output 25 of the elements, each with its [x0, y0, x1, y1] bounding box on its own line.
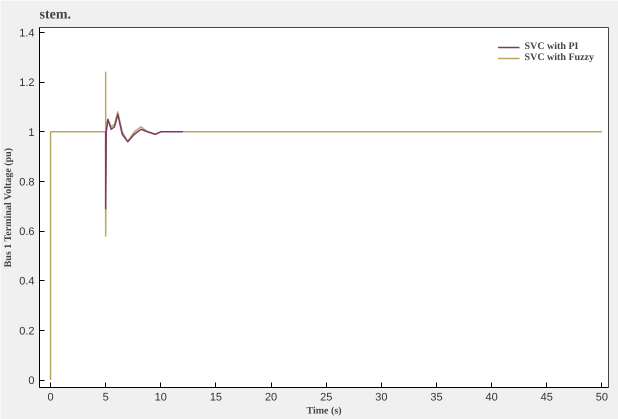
y-tick-label: 1.2 — [19, 77, 35, 90]
y-tick-label: 0.6 — [19, 226, 35, 238]
y-tick-label: 0.4 — [19, 276, 35, 288]
line-series — [104, 114, 184, 210]
y-tick-label: 1.4 — [19, 27, 35, 40]
text: stem. — [40, 8, 71, 22]
legend-label: SVC with Fuzzy — [524, 52, 594, 63]
x-tick-label: 40 — [485, 392, 498, 404]
x-axis-title: Time (s) — [306, 406, 342, 416]
legend-label: SVC with PI — [524, 41, 578, 52]
x-tick-label: 5 — [102, 392, 109, 404]
x-tick-label: 15 — [210, 392, 222, 404]
x-tick-label: 20 — [264, 392, 278, 404]
x-tick-label: 0 — [47, 392, 54, 404]
x-tick-label: 10 — [154, 392, 167, 404]
x-tick-label: 35 — [430, 392, 443, 404]
x-tick-label: 30 — [375, 392, 388, 404]
y-tick-label: 0 — [28, 375, 35, 388]
y-tick-label: 0.2 — [19, 325, 35, 338]
y-tick-label: 1 — [28, 126, 35, 139]
x-tick-label: 25 — [320, 392, 332, 404]
x-tick-label: 50 — [596, 392, 608, 404]
y-axis-title: Bus 1 Terminal Voltage (pu) — [3, 148, 14, 268]
x-tick-label: 45 — [540, 392, 553, 404]
y-tick-label: 0.8 — [19, 176, 35, 188]
